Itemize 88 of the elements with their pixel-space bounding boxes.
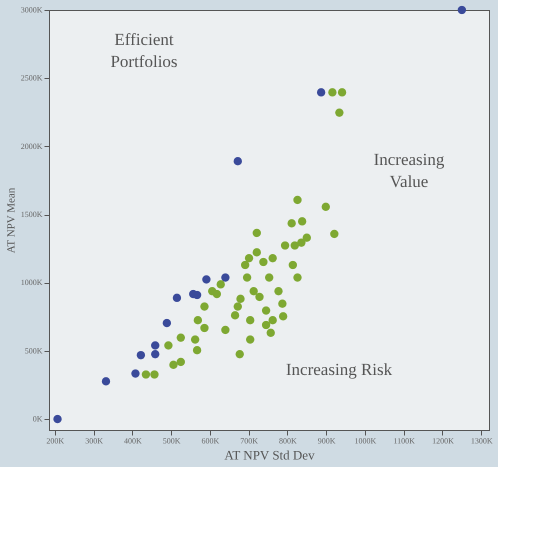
point [278, 300, 287, 308]
point [268, 254, 277, 262]
point [150, 370, 159, 379]
point [169, 360, 178, 369]
y-tick-label: 2500K [20, 74, 43, 83]
x-tick-label: 1100K [393, 436, 416, 446]
x-tick-label: 500K [162, 436, 181, 446]
point [102, 377, 110, 386]
point [316, 88, 326, 97]
point [230, 311, 240, 320]
x-tick-label: 400K [124, 436, 142, 446]
point [176, 334, 185, 342]
point [287, 219, 296, 228]
point [293, 273, 302, 282]
point [176, 358, 185, 366]
point [151, 341, 160, 350]
point [136, 350, 146, 360]
point [240, 260, 250, 270]
point [236, 294, 245, 303]
point [302, 234, 311, 242]
y-tick-label: 1500K [20, 210, 43, 220]
x-tick-label: 900K [318, 436, 336, 446]
point [338, 88, 346, 97]
point [192, 346, 202, 354]
point [278, 312, 288, 320]
x-tick-label: 1300K [470, 436, 493, 446]
annotation: Efficient Portfolios [110, 30, 178, 71]
point [458, 6, 466, 14]
x-tick-label: 1200K [432, 436, 454, 446]
point [280, 241, 290, 250]
point [266, 328, 275, 337]
point [162, 318, 172, 328]
point [216, 280, 225, 289]
point [252, 228, 261, 238]
point [131, 369, 140, 378]
point [246, 335, 254, 344]
point [242, 273, 252, 282]
annotation: Increasing Risk [286, 360, 393, 379]
point [221, 326, 230, 334]
point [142, 370, 150, 379]
x-tick-label: 800K [279, 436, 298, 446]
x-axis-title: AT NPV Std Dev [224, 448, 316, 462]
point [268, 316, 277, 324]
point [330, 230, 339, 238]
point [293, 196, 302, 204]
point [246, 316, 254, 324]
point [53, 414, 62, 424]
point [244, 254, 254, 262]
x-tick-label: 300K [85, 436, 104, 446]
point [234, 157, 242, 166]
point [262, 306, 270, 315]
x-tick-label: 700K [240, 436, 258, 446]
point [172, 294, 182, 302]
point [221, 273, 230, 282]
point [212, 290, 222, 298]
point [255, 292, 264, 302]
point [202, 275, 211, 284]
y-axis-title: AT NPV Mean [6, 187, 18, 254]
point [328, 88, 337, 97]
point [200, 324, 209, 332]
point [151, 350, 160, 358]
point [288, 260, 298, 270]
point [236, 350, 244, 358]
point [194, 316, 202, 324]
point [190, 335, 200, 344]
point [290, 241, 299, 250]
x-tick-label: 1000K [354, 436, 377, 446]
annotation: Increasing Value [374, 150, 445, 191]
y-tick-label: 0K [32, 414, 43, 424]
point [234, 302, 242, 311]
point [322, 202, 330, 211]
point [335, 108, 344, 117]
y-tick-label: 500K [24, 346, 43, 356]
y-tick-label: 3000K [20, 6, 43, 14]
y-tick-label: 2000K [20, 142, 43, 151]
point [259, 258, 268, 266]
point [274, 287, 283, 296]
point [262, 320, 270, 330]
x-tick-label: 600K [201, 436, 220, 446]
point [164, 341, 173, 350]
x-tick-label: 200K [46, 436, 64, 446]
point [252, 248, 261, 256]
point [265, 273, 274, 282]
point [200, 302, 209, 311]
point [297, 238, 306, 247]
point [298, 217, 306, 226]
y-tick-label: 1000K [20, 278, 43, 288]
point [250, 287, 258, 296]
